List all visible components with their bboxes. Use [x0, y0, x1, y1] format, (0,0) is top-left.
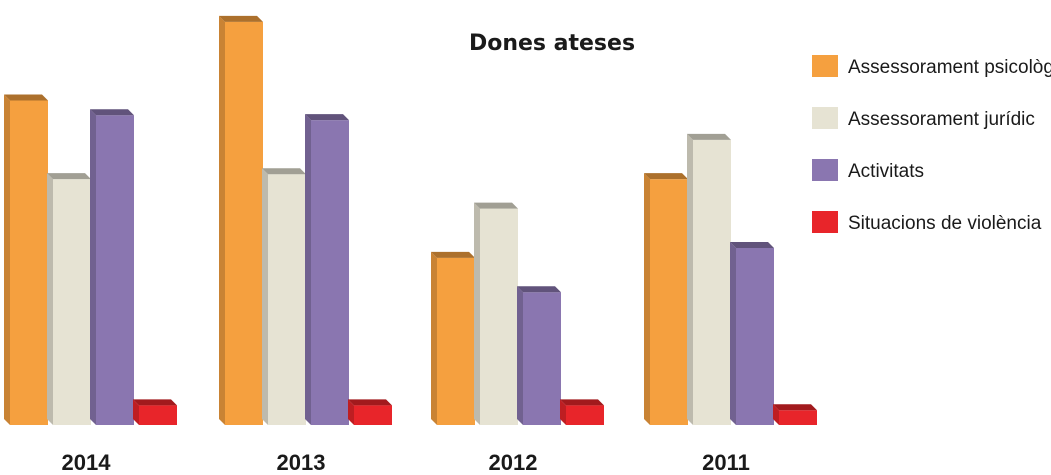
bar-2011-1: [687, 133, 731, 426]
year-label-2013: 2013: [277, 450, 326, 475]
year-label-2014: 2014: [62, 450, 112, 475]
legend-label-3: Situacions de violència: [848, 213, 1042, 234]
legend-label-1: Assessorament jurídic: [848, 109, 1035, 130]
bar-2014-2: [90, 109, 134, 425]
bar-2011-2: [730, 242, 774, 425]
bar-2013-2: [305, 114, 349, 426]
legend: Assessorament psicològic Assessorament ju…: [812, 55, 1051, 234]
legend-swatch-0: [812, 55, 838, 77]
bar-2014-0: [4, 94, 48, 425]
legend-label-2: Activitats: [848, 161, 924, 182]
year-labels: 2014 2013 2012 2011: [62, 450, 750, 475]
bar-2012-1: [474, 202, 518, 425]
bar-2011-0: [644, 173, 688, 425]
legend-swatch-1: [812, 107, 838, 129]
legend-label-0: Assessorament psicològic: [848, 57, 1051, 78]
year-label-2011: 2011: [702, 450, 750, 475]
chart-title: Dones ateses: [469, 31, 635, 56]
bar-2014-3: [133, 399, 177, 425]
bar-2014-1: [47, 173, 91, 425]
bar-2012-3: [560, 399, 604, 425]
bars-group: [4, 15, 817, 426]
bar-2013-1: [262, 168, 306, 425]
legend-swatch-2: [812, 159, 838, 181]
bar-2013-0: [219, 15, 263, 425]
bar-2012-0: [431, 251, 475, 425]
year-label-2012: 2012: [489, 450, 538, 475]
bar-2011-3: [773, 404, 817, 425]
legend-swatch-3: [812, 211, 838, 233]
bar-2012-2: [517, 286, 561, 425]
bar-2013-3: [348, 399, 392, 425]
